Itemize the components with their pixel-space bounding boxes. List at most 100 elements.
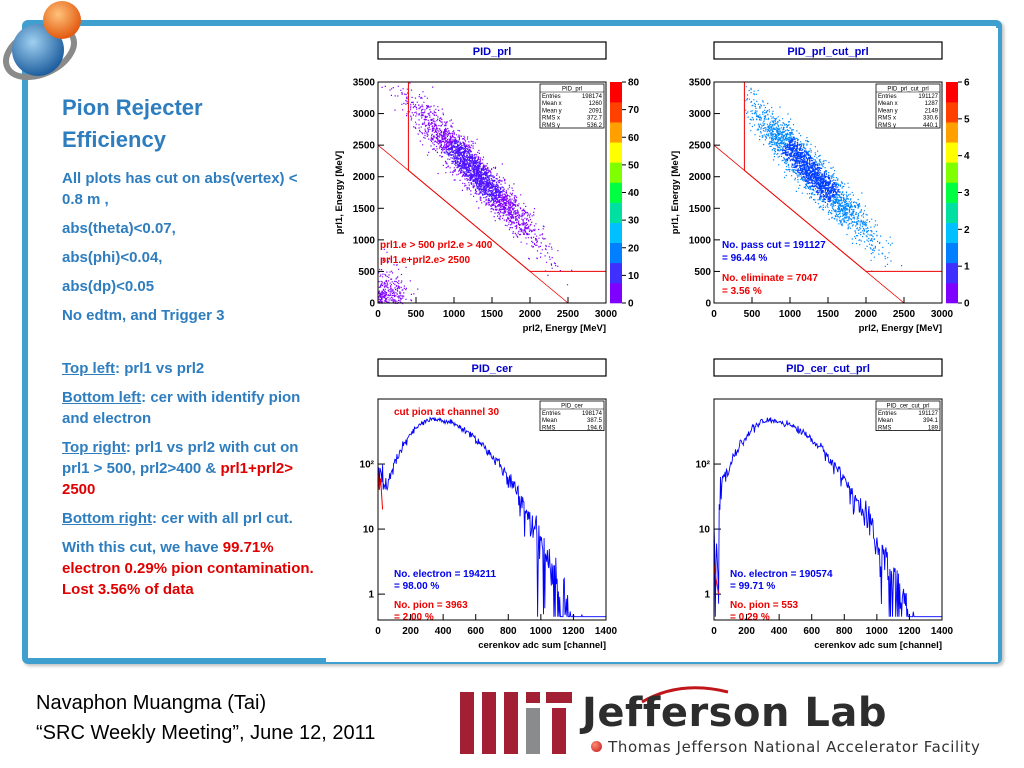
y-tick-label: 0 <box>369 299 375 310</box>
y-axis-label: prl1, Energy [MeV] <box>670 151 681 234</box>
y-tick-label: 2000 <box>353 172 376 183</box>
footer-author: Navaphon Muangma (Tai) <box>36 692 267 714</box>
x-tick-label: 2000 <box>519 309 542 320</box>
x-tick-label: 1000 <box>866 626 889 637</box>
z-tick-label: 50 <box>628 160 640 171</box>
x-tick-label: 400 <box>771 626 788 637</box>
scatter-sparse <box>745 86 903 272</box>
x-tick-label: 1400 <box>931 626 954 637</box>
annotation-electron-pct: = 99.71 % <box>730 581 775 592</box>
stats-key: Entries <box>878 94 897 100</box>
cut-line-diagonal <box>713 144 905 304</box>
z-tick-label: 2 <box>964 225 970 236</box>
chart-title: PID_cer_cut_prl <box>786 363 870 375</box>
y-tick-label: 3500 <box>353 78 376 89</box>
y-axis-label: prl1, Energy [MeV] <box>334 151 345 234</box>
stats-value: 191127 <box>918 411 938 417</box>
chart-title-box <box>713 41 943 60</box>
plot-frame <box>713 398 943 621</box>
x-axis-label: cerenkov adc sum [channel] <box>478 640 606 651</box>
stats-value: 191127 <box>918 94 938 100</box>
stats-value: 189 <box>928 425 939 431</box>
annotation-eliminate: No. eliminate = 7047 <box>722 273 818 284</box>
x-tick-label: 1500 <box>817 309 840 320</box>
z-tick-label: 0 <box>628 299 634 310</box>
z-tick-label: 70 <box>628 105 640 116</box>
z-tick-label: 4 <box>964 151 970 162</box>
x-tick-label: 0 <box>375 626 381 637</box>
stats-key: Mean y <box>542 108 562 114</box>
x-tick-label: 800 <box>836 626 853 637</box>
stats-key: RMS x <box>542 116 560 122</box>
jefferson-lab-logo: Jefferson Lab <box>582 690 887 736</box>
y-tick-label: 1500 <box>353 204 376 215</box>
x-tick-label: 1000 <box>779 309 802 320</box>
color-palette <box>946 82 958 304</box>
palette-cell <box>610 142 622 163</box>
x-tick-label: 1200 <box>562 626 585 637</box>
stats-key: Entries <box>542 94 561 100</box>
annotation-cut-pion: cut pion at channel 30 <box>394 407 499 418</box>
mit-logo-icon <box>460 692 572 754</box>
stats-key: Entries <box>878 411 897 417</box>
z-tick-label: 10 <box>628 271 640 282</box>
annotation-electron: No. electron = 194211 <box>394 569 496 580</box>
color-palette <box>610 82 622 304</box>
annotation-pion: No. pion = 553 <box>730 600 799 611</box>
z-tick-label: 80 <box>628 78 640 89</box>
palette-cell <box>610 242 622 264</box>
x-tick-label: 200 <box>738 626 755 637</box>
z-tick-label: 0 <box>964 299 970 310</box>
stats-key: RMS <box>878 425 891 431</box>
x-tick-label: 2500 <box>557 309 580 320</box>
z-tick-label: 6 <box>964 78 970 89</box>
x-tick-label: 500 <box>408 309 425 320</box>
y-tick-label: 10 <box>699 525 711 536</box>
histogram-series <box>713 417 942 618</box>
annotation-pass: No. pass cut = 191127 <box>722 240 826 251</box>
x-tick-label: 1200 <box>898 626 921 637</box>
stats-key: RMS y <box>542 123 560 129</box>
palette-cell <box>946 122 958 143</box>
cut-line-diagonal <box>377 144 569 304</box>
x-tick-label: 400 <box>435 626 452 637</box>
palette-cell <box>610 102 622 123</box>
annotation-electron: No. electron = 190574 <box>730 569 833 580</box>
x-axis-label: cerenkov adc sum [channel] <box>814 640 942 651</box>
chart-title: PID_cer <box>472 363 514 375</box>
stats-value: 536.2 <box>587 123 603 129</box>
z-tick-label: 30 <box>628 216 640 227</box>
scatter-dense <box>443 138 505 203</box>
stats-value: 394.1 <box>923 418 939 424</box>
stats-key: Mean x <box>878 101 898 107</box>
palette-cell <box>946 242 958 264</box>
y-tick-label: 10² <box>696 460 711 471</box>
stats-value: 330.6 <box>923 116 939 122</box>
y-tick-label: 1000 <box>353 235 376 246</box>
x-tick-label: 800 <box>500 626 517 637</box>
y-tick-label: 1 <box>368 590 374 601</box>
palette-cell <box>946 222 958 244</box>
x-tick-label: 1500 <box>481 309 504 320</box>
annotation-pion-pct: = 0.29 % <box>730 612 770 623</box>
jlab-swoosh-icon <box>641 686 729 704</box>
chart-pid-prl-cut-prl: 0 500 1000 1500 2000 2500 3000 3500 0 1 2 3 4 5 6 No. p… <box>670 41 970 334</box>
y-tick-label: 500 <box>694 267 711 278</box>
palette-cell <box>610 162 622 183</box>
annotation-pion-pct: = 2.00 % <box>394 612 434 623</box>
slide-title: Pion Rejecter Efficiency <box>62 95 203 152</box>
scatter-dense <box>781 136 840 205</box>
footer-meeting: “SRC Weekly Meeting”, June 12, 2011 <box>36 722 376 744</box>
x-tick-label: 2500 <box>893 309 916 320</box>
annotation-cut-2: prl1.e+prl2.e> 2500 <box>380 255 471 266</box>
z-tick-label: 20 <box>628 243 640 254</box>
y-tick-label: 3000 <box>689 109 712 120</box>
stats-value: 194.6 <box>587 425 603 431</box>
chart-title: PID_prl <box>473 46 512 58</box>
palette-cell <box>610 122 622 143</box>
stats-key: Entries <box>542 411 561 417</box>
x-tick-label: 0 <box>375 309 381 320</box>
palette-cell <box>946 162 958 183</box>
x-tick-label: 1400 <box>595 626 618 637</box>
z-tick-label: 5 <box>964 114 970 125</box>
